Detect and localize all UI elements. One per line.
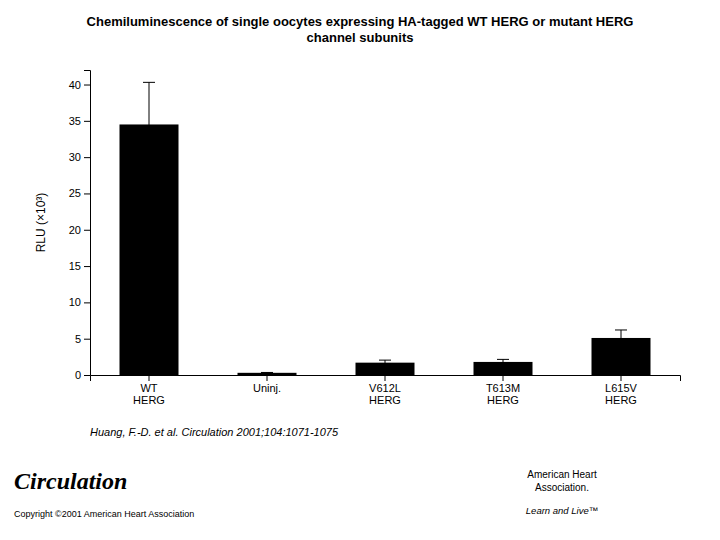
y-tick-mark — [84, 121, 90, 122]
caption: Huang, F.-D. et al. Circulation 2001;104… — [90, 426, 339, 438]
x-axis: WTHERGUninj.V612LHERGT613MHERGL615VHERG — [91, 375, 681, 406]
title-line: channel subunits — [307, 30, 414, 45]
error-cap-high — [261, 372, 273, 373]
y-tick: 10 — [69, 296, 90, 308]
y-tick-mark — [84, 85, 90, 86]
marks — [120, 82, 651, 375]
x-tick-label-line: WT — [140, 382, 157, 394]
error-bar — [385, 360, 386, 365]
x-tick-label-line: HERG — [487, 394, 519, 406]
y-tick-label: 35 — [69, 115, 81, 127]
y-tick-mark — [84, 193, 90, 194]
y-tick-mark — [84, 230, 90, 231]
y-tick-label: 10 — [69, 296, 81, 308]
y-tick-label: 0 — [75, 369, 81, 381]
y-tick-mark — [84, 375, 90, 376]
x-tick-label: V612LHERG — [369, 382, 401, 407]
y-tick: 25 — [69, 187, 90, 199]
y-tick-mark — [84, 302, 90, 303]
title-line: Chemiluminescence of single oocytes expr… — [87, 14, 634, 29]
logo-text: Circulation — [14, 468, 127, 494]
y-tick-mark — [84, 339, 90, 340]
error-cap-low — [143, 166, 155, 167]
y-axis-line — [84, 71, 91, 376]
org-motto: Learn and Live™ — [526, 505, 598, 516]
error-cap-low — [261, 373, 273, 374]
y-tick: 0 — [75, 369, 90, 381]
error-cap-low — [615, 345, 627, 346]
x-tick-mark — [149, 375, 150, 381]
y-tick-label: 15 — [69, 260, 81, 272]
y-tick-label: 25 — [69, 187, 81, 199]
error-cap-high — [143, 82, 155, 83]
y-tick: 30 — [69, 151, 90, 163]
x-tick-label-line: HERG — [369, 394, 401, 406]
y-tick: 35 — [69, 115, 90, 127]
org-line-2: Association. — [535, 482, 589, 493]
x-tick-label-line: V612L — [369, 382, 401, 394]
error-cap-high — [615, 329, 627, 330]
x-tick-label-line: HERG — [605, 394, 637, 406]
org-line-1: American Heart — [527, 469, 597, 480]
x-tick-label: WTHERG — [133, 382, 165, 407]
title: Chemiluminescence of single oocytes expr… — [87, 14, 634, 45]
x-tick-mark — [503, 375, 504, 381]
y-tick-label: 5 — [75, 333, 81, 345]
y-tick-mark — [84, 157, 90, 158]
copyright: Copyright ©2001 American Heart Associati… — [14, 509, 194, 519]
x-tick-mark — [621, 375, 622, 381]
x-tick-label: Uninj. — [253, 382, 281, 394]
x-tick: Uninj. — [253, 375, 281, 394]
x-tick: T613MHERG — [486, 375, 520, 406]
y-tick: 40 — [69, 79, 90, 91]
y-tick: 5 — [75, 333, 90, 345]
chart: Chemiluminescence of single oocytes expr… — [0, 0, 720, 540]
error-cap-low — [379, 365, 391, 366]
y-tick-label: 20 — [69, 224, 81, 236]
x-tick-mark — [267, 375, 268, 381]
error-bar — [503, 359, 504, 364]
y-tick: 15 — [69, 260, 90, 272]
error-bar — [149, 82, 150, 166]
y-tick-label: 40 — [69, 79, 81, 91]
x-tick: L615VHERG — [605, 375, 637, 406]
x-tick-label-line: HERG — [133, 394, 165, 406]
error-cap-high — [379, 360, 391, 361]
x-tick-label: L615VHERG — [605, 382, 637, 407]
y-axis-title: RLU (×10³) — [34, 193, 48, 253]
error-cap-low — [497, 364, 509, 365]
x-tick: V612LHERG — [369, 375, 401, 406]
x-tick-label-line: Uninj. — [253, 382, 281, 394]
x-axis-line — [91, 376, 681, 382]
y-axis: 0 5 10 15 20 25 30 35 40 — [69, 71, 91, 382]
y-tick-label: 30 — [69, 151, 81, 163]
y-tick: 20 — [69, 224, 90, 236]
x-tick: WTHERG — [133, 375, 165, 406]
error-cap-high — [497, 359, 509, 360]
x-tick-label-line: L615V — [605, 382, 637, 394]
error-bar — [621, 330, 622, 346]
x-tick-mark — [385, 375, 386, 381]
y-tick-mark — [84, 266, 90, 267]
x-tick-label: T613MHERG — [486, 382, 520, 407]
bar — [238, 373, 297, 375]
x-tick-label-line: T613M — [486, 382, 520, 394]
annotations: Huang, F.-D. et al. Circulation 2001;104… — [14, 426, 598, 519]
